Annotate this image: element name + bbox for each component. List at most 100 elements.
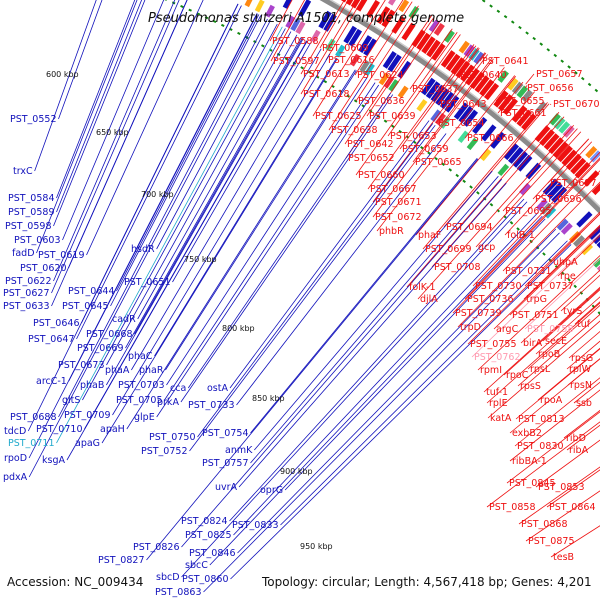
gene-label[interactable]: PST_0659 [402,144,449,155]
gene-label[interactable]: PST_0864 [549,502,596,513]
gene-label[interactable]: uvrA [215,482,238,493]
gene-label[interactable]: PST_0752 [141,446,188,457]
gene-label[interactable]: PST_0671 [375,197,422,208]
gene-label[interactable]: PST_0875 [528,536,575,547]
gene-label[interactable]: PST_0730 [475,281,522,292]
gene-label[interactable]: PST_0657 [536,69,583,80]
gene-label[interactable]: tuf-1 [486,387,508,398]
gene-label[interactable]: PST_0762 [474,352,521,363]
gene-label[interactable]: PST_0637 [412,84,459,95]
gene-label[interactable]: PST_0620 [20,263,67,274]
gene-label[interactable]: PST_0652 [348,153,395,164]
gene-label[interactable]: PST_0633 [3,301,50,312]
gene-label[interactable]: PST_0655 [498,96,545,107]
gene-label[interactable]: PST_0694 [446,222,493,233]
gene-label[interactable]: PST_0552 [10,114,57,125]
gene-label[interactable]: fadD [12,248,35,259]
gene-label[interactable]: PST_0846 [189,548,236,559]
gene-label[interactable]: PST_0705 [116,395,163,406]
gene-label[interactable]: cadR [112,314,136,325]
gene-label[interactable]: PST_0830 [517,441,564,452]
gene-label[interactable]: PST_0825 [185,530,232,541]
gene-label[interactable]: folK-1 [409,282,436,293]
gene-label[interactable]: phaR [139,365,164,376]
gene-label[interactable]: PST_0709 [64,410,111,421]
gene-label[interactable]: PST_0703 [118,380,165,391]
gene-label[interactable]: PST_0813 [518,414,565,425]
gene-label[interactable]: PST_0754 [202,428,249,439]
gene-label[interactable]: PST_0644 [68,286,115,297]
gene-label[interactable]: sbcC [185,560,208,571]
gene-label[interactable]: PST_0824 [181,516,228,527]
gene-label[interactable]: phaF [418,230,441,241]
gene-label[interactable]: PST_0868 [521,519,568,530]
gene-label[interactable]: PST_0627 [3,288,50,299]
gene-label[interactable]: djlA [420,294,438,305]
gene-label[interactable]: PST_0588 [272,36,319,47]
gene-label[interactable]: PST_0853 [538,482,585,493]
gene-label[interactable]: PST_0651 [124,277,171,288]
gene-label[interactable]: PST_0845 [509,478,556,489]
gene-label[interactable]: PST_0666 [467,133,514,144]
gene-label[interactable]: phbR [379,226,404,237]
gene-label[interactable]: PST_0858 [489,502,536,513]
gene-label[interactable]: ssb [576,398,592,409]
gene-label[interactable]: rpoC [506,370,529,381]
gene-label[interactable]: rplW [569,364,592,375]
gene-label[interactable]: anmK [225,445,253,456]
gene-label[interactable]: gcp [478,242,495,253]
gene-label[interactable]: PST_0618 [303,89,350,100]
gene-label[interactable]: phaB [80,380,104,391]
gene-label[interactable]: PST_0673 [58,360,105,371]
gene-label[interactable]: PST_0670 [553,99,600,110]
gene-label[interactable]: PST_0647 [28,334,75,345]
gene-label[interactable]: PST_0751 [512,310,559,321]
gene-label[interactable]: PST_0589 [8,207,55,218]
gene-label[interactable]: PST_0697 [550,178,597,189]
gene-label[interactable]: uhpA [553,257,578,268]
gene-label[interactable]: rpe [560,271,576,282]
gene-label[interactable]: PST_0625 [315,111,362,122]
gene-label[interactable]: rpsN [570,380,592,391]
gene-label[interactable]: ribBA-1 [512,456,547,467]
gene-label[interactable]: PST_0750 [149,432,196,443]
gene-label[interactable]: PST_0739 [455,308,502,319]
gene-label[interactable]: PST_0710 [36,424,83,435]
gene-label[interactable]: PST_0695 [505,206,552,217]
gene-label[interactable]: PST_0731 [505,266,552,277]
gene-label[interactable]: trpG [526,294,547,305]
gene-label[interactable]: PST_0645 [62,301,109,312]
gene-label[interactable]: PST_0616 [328,55,375,66]
gene-label[interactable]: rpoD [4,453,27,464]
gene-label[interactable]: prkA [157,397,179,408]
gene-label[interactable]: PST_0598 [5,221,52,232]
gene-label[interactable]: PST_0609 [322,43,369,54]
gene-label[interactable]: PST_0641 [482,56,529,67]
gene-label[interactable]: PST_0640 [460,70,507,81]
gene-label[interactable]: PST_0755 [470,339,517,350]
gene-label[interactable]: PST_0696 [535,194,582,205]
gene-label[interactable]: PST_0654 [438,118,485,129]
gene-label[interactable]: PST_0737 [527,281,574,292]
gene-label[interactable]: PST_0736 [467,294,514,305]
gene-label[interactable]: PST_0758 [527,324,574,335]
gene-label[interactable]: sbcD [156,572,180,583]
gene-label[interactable]: rpsG [571,353,593,364]
gene-label[interactable]: PST_0669 [77,343,124,354]
gene-label[interactable]: katA [490,413,512,424]
gene-label[interactable]: PST_0699 [425,244,472,255]
gene-label[interactable]: rpsL [530,364,551,375]
gene-label[interactable]: PST_0613 [303,69,350,80]
gene-label[interactable]: PST_0643 [440,99,487,110]
gene-label[interactable]: PST_0624 [357,70,404,81]
gene-label[interactable]: PST_0653 [390,131,437,142]
gene-label[interactable]: phaC [128,351,153,362]
gene-label[interactable]: tesB [553,552,574,563]
gene-label[interactable]: tuf [577,319,591,330]
gene-label[interactable]: ostA [207,383,228,394]
gene-label[interactable]: PST_0711 [8,438,55,449]
gene-label[interactable]: folB-1 [507,230,535,241]
gene-label[interactable]: exbB2 [512,428,542,439]
gene-label[interactable]: rpoA [540,395,563,406]
gene-label[interactable]: PST_0656 [527,83,574,94]
